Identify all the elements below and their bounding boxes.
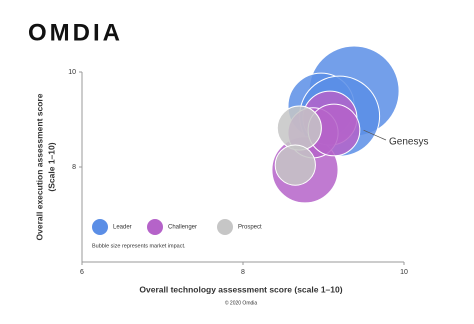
legend-label: Prospect [238, 225, 262, 231]
y-axis-label: (Scale 1–10) [46, 142, 56, 191]
logo: OMDIA [28, 19, 123, 46]
y-tick-label: 8 [72, 164, 76, 171]
bubble [274, 144, 316, 186]
x-tick-label: 10 [400, 269, 408, 276]
y-tick-label: 10 [68, 69, 76, 76]
legend-label: Challenger [168, 225, 197, 231]
bubble [276, 105, 322, 151]
legend-marker [217, 219, 233, 235]
x-tick-label: 8 [241, 269, 245, 276]
y-axis-label: Overall execution assessment score [34, 93, 44, 240]
legend-marker [147, 219, 163, 235]
legend-marker [92, 219, 108, 235]
note: Bubble size represents market impact. [92, 243, 186, 249]
x-tick-label: 6 [80, 269, 84, 276]
annotation: Genesys [389, 137, 428, 148]
legend-label: Leader [113, 225, 132, 231]
footer: © 2020 Omdia [225, 299, 258, 306]
annotation-line [363, 129, 387, 141]
x-axis-label: Overall technology assessment score (sca… [139, 284, 342, 294]
